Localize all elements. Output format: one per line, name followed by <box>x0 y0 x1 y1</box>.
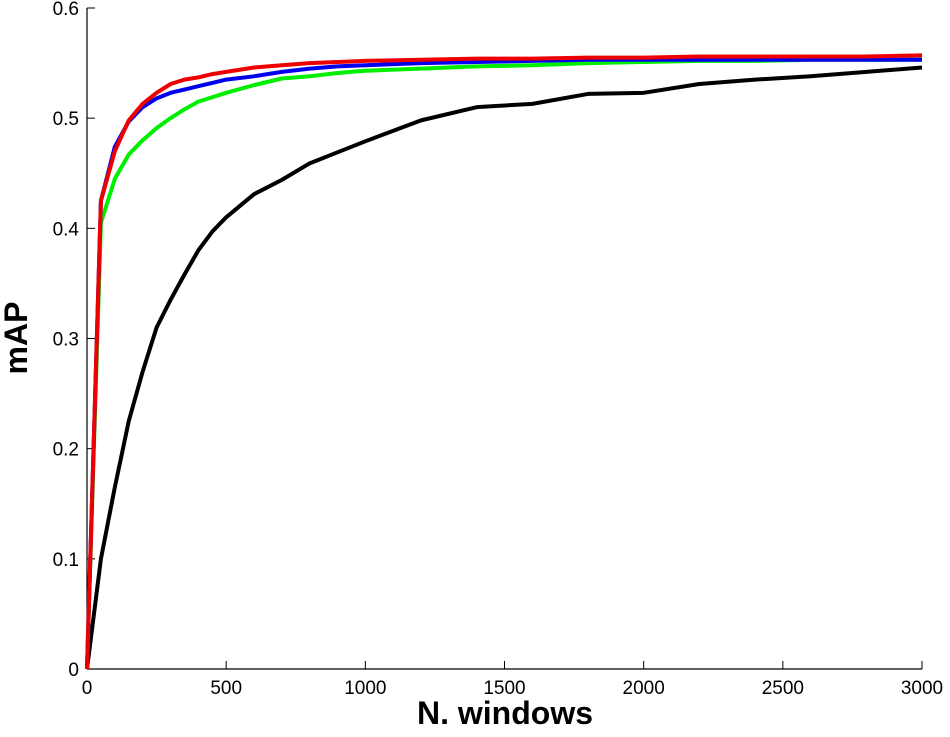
series-line <box>85 65 923 670</box>
y-tick-label: 0.6 <box>53 0 79 20</box>
series-line <box>85 53 923 670</box>
x-tick-label: 1000 <box>344 678 386 699</box>
y-tick-label: 0.5 <box>53 109 79 130</box>
x-tick-label: 1500 <box>483 678 525 699</box>
series-line <box>85 57 922 670</box>
series-line <box>85 57 922 670</box>
y-tick-label: 0.2 <box>53 440 79 461</box>
x-tick-label: 2000 <box>623 678 665 699</box>
y-axis-title: mAP <box>0 302 34 375</box>
y-tick-label: 0 <box>68 660 79 681</box>
x-axis-title: N. windows <box>417 695 593 731</box>
y-tick-label: 0.4 <box>53 219 80 240</box>
y-tick-label: 0.3 <box>53 330 79 351</box>
x-tick-label: 2500 <box>762 678 804 699</box>
x-tick-label: 3000 <box>901 678 943 699</box>
x-tick-label: 500 <box>210 678 242 699</box>
x-tick-label: 0 <box>82 678 93 699</box>
y-tick-label: 0.1 <box>53 550 79 571</box>
